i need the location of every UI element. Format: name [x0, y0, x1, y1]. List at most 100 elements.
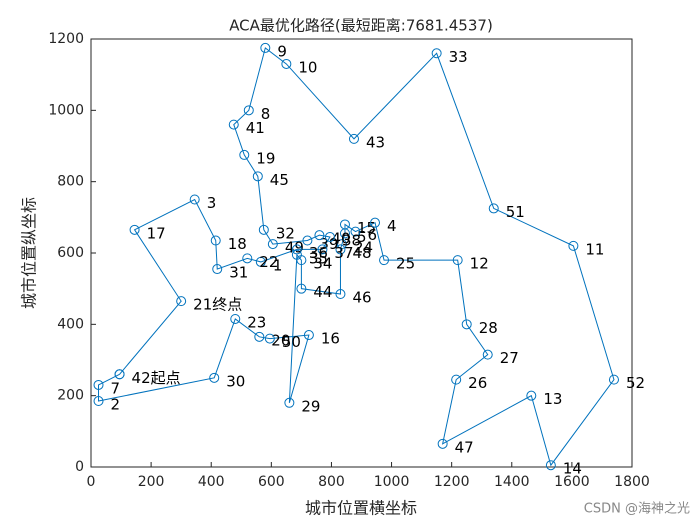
city-marker — [176, 296, 187, 307]
route-line — [98, 47, 615, 467]
city-marker — [267, 239, 278, 250]
city-label: 2 — [111, 396, 121, 414]
city-label: 45 — [270, 171, 289, 189]
city-marker — [336, 239, 347, 250]
city-marker — [260, 42, 271, 53]
city-marker — [93, 379, 104, 390]
city-marker — [317, 244, 328, 255]
city-label: 41 — [246, 119, 265, 137]
city-label: 28 — [479, 319, 498, 337]
city-marker — [258, 224, 269, 235]
city-label: 18 — [228, 235, 247, 253]
city-label: 34 — [313, 255, 332, 273]
city-label: 38 — [342, 231, 361, 249]
city-label: 46 — [352, 289, 371, 307]
city-label: 42起点 — [132, 369, 181, 387]
x-axis-label: 城市位置横坐标 — [305, 499, 417, 518]
city-label: 3 — [207, 194, 217, 212]
x-tick-label: 200 — [138, 474, 165, 490]
city-label: 12 — [470, 255, 489, 273]
city-marker — [210, 235, 221, 246]
city-marker — [242, 253, 253, 264]
city-marker — [239, 149, 250, 160]
city-marker — [324, 231, 335, 242]
city-label: 51 — [506, 203, 525, 221]
y-tick-label: 1200 — [48, 31, 84, 47]
city-label: 44 — [313, 283, 332, 301]
city-label: 19 — [256, 149, 275, 167]
city-marker — [243, 105, 254, 116]
city-marker — [348, 133, 359, 144]
city-label: 17 — [147, 224, 166, 242]
city-marker — [189, 194, 200, 205]
city-label: 4 — [387, 217, 397, 235]
city-marker — [335, 289, 346, 300]
city-label: 16 — [321, 330, 340, 348]
plot-frame — [90, 38, 633, 468]
city-label: 21终点 — [193, 296, 242, 314]
x-tick-label: 1000 — [374, 474, 410, 490]
city-marker — [228, 119, 239, 130]
city-marker — [526, 390, 537, 401]
x-tick-label: 1800 — [614, 474, 650, 490]
city-label: 48 — [352, 244, 371, 262]
y-tick-label: 600 — [57, 245, 84, 261]
city-marker — [296, 255, 307, 266]
x-tick-label: 400 — [198, 474, 225, 490]
city-marker — [461, 319, 472, 330]
city-label: 9 — [277, 42, 287, 60]
city-marker — [370, 217, 381, 228]
city-marker — [254, 331, 265, 342]
city-label: 40 — [331, 230, 350, 248]
x-tick-label: 1400 — [494, 474, 530, 490]
city-label: 22 — [259, 253, 278, 271]
city-marker — [451, 374, 462, 385]
city-label: 30 — [226, 372, 245, 390]
city-label: 11 — [585, 240, 604, 258]
y-tick-label: 400 — [57, 316, 84, 332]
city-label: 5 — [357, 228, 367, 246]
city-label: 31 — [229, 264, 248, 282]
watermark: CSDN @海神之光 — [584, 502, 690, 517]
x-tick-label: 800 — [318, 474, 345, 490]
x-tick-label: 0 — [87, 474, 96, 490]
city-label: 37 — [334, 244, 353, 262]
city-marker — [209, 372, 220, 383]
city-marker — [314, 230, 325, 241]
city-label: 23 — [247, 313, 266, 331]
city-label: 50 — [282, 333, 301, 351]
city-label: 14 — [563, 460, 582, 478]
x-tick-label: 600 — [258, 474, 285, 490]
city-marker — [303, 330, 314, 341]
city-label: 47 — [455, 438, 474, 456]
y-tick-label: 1000 — [48, 102, 84, 118]
city-marker — [302, 235, 313, 246]
city-label: 24 — [354, 239, 373, 257]
city-marker — [291, 244, 302, 255]
city-label: 29 — [301, 397, 320, 415]
city-marker — [93, 396, 104, 407]
city-label: 26 — [468, 374, 487, 392]
city-marker — [452, 255, 463, 266]
city-label: 7 — [111, 379, 121, 397]
y-axis-label: 城市位置纵坐标 — [20, 197, 39, 309]
city-marker — [114, 369, 125, 380]
city-label: 1 — [273, 256, 283, 274]
y-tick-label: 0 — [75, 459, 84, 475]
city-marker — [545, 460, 556, 471]
y-tick-label: 200 — [57, 388, 84, 404]
city-label: 13 — [543, 390, 562, 408]
city-marker — [608, 374, 619, 385]
city-marker — [255, 256, 266, 267]
city-marker — [350, 226, 361, 237]
city-marker — [212, 264, 223, 275]
city-marker — [264, 333, 275, 344]
city-label: 32 — [276, 224, 295, 242]
city-marker — [335, 244, 346, 255]
city-label: 25 — [396, 255, 415, 273]
y-tick-label: 800 — [57, 174, 84, 190]
city-label: 20 — [271, 331, 290, 349]
city-label: 8 — [261, 105, 271, 123]
city-label: 36 — [309, 244, 328, 262]
